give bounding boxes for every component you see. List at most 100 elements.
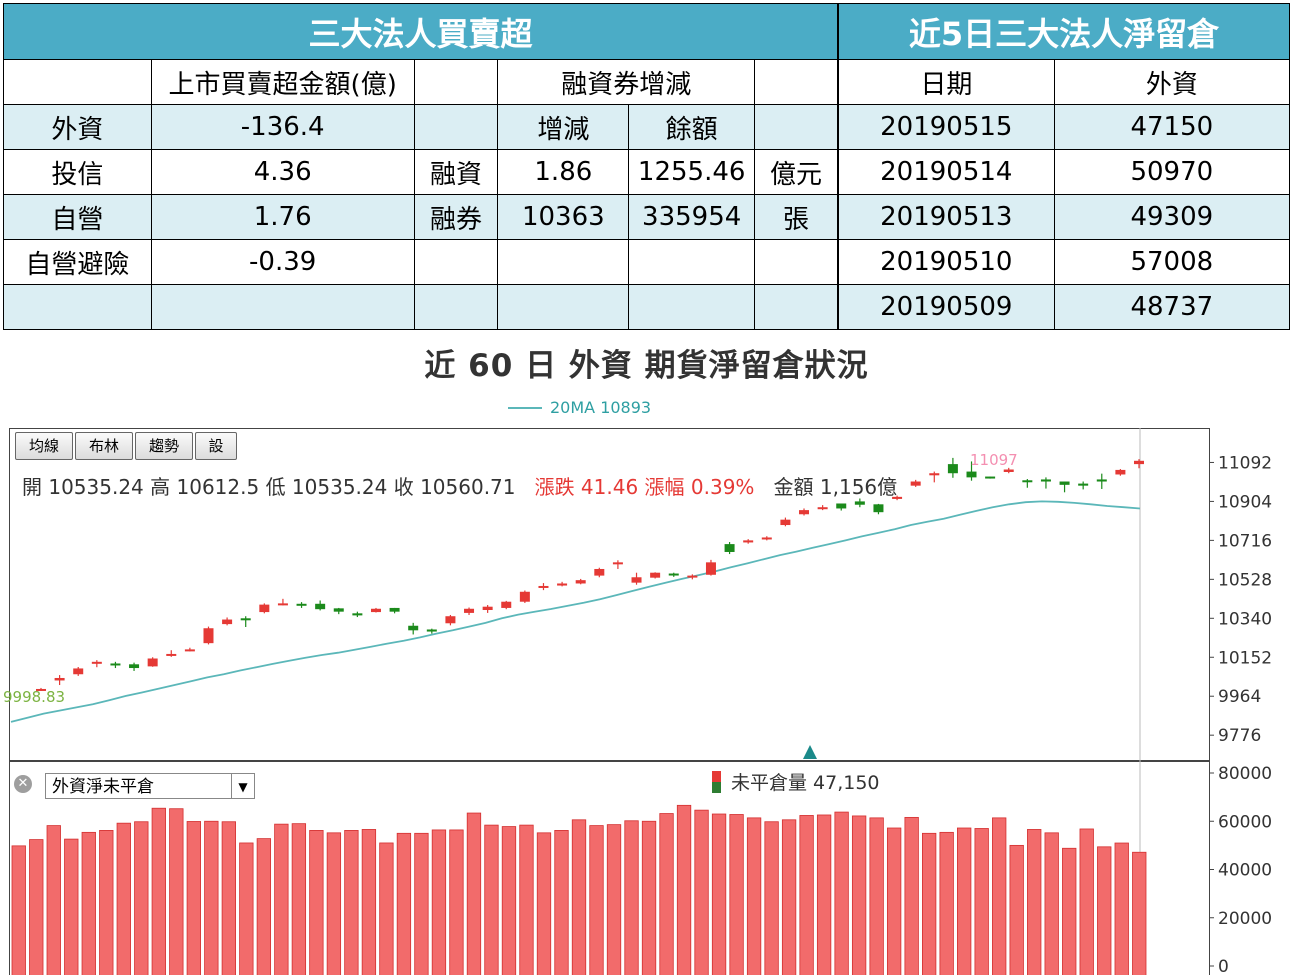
candle-body — [54, 677, 65, 681]
candle-body — [873, 504, 884, 513]
open-interest-bar — [764, 821, 779, 975]
open-interest-bar — [274, 823, 289, 975]
trade-amount: 金額 1,156億 — [773, 475, 898, 499]
row-label: 外資 — [3, 104, 152, 150]
row-label: 投信 — [3, 149, 152, 195]
open-interest-bar — [729, 814, 744, 975]
open-interest-bar — [641, 820, 657, 975]
value-cell: 50970 — [1053, 149, 1291, 195]
open-interest-bar — [1132, 851, 1147, 975]
candle-body — [1003, 469, 1014, 472]
price-axis-label: 9776 — [1218, 726, 1261, 746]
open-interest-bar — [1114, 842, 1129, 975]
ma-legend-label: 20MA 10893 — [550, 398, 652, 417]
candle-body — [1040, 479, 1051, 482]
candle-body — [333, 608, 344, 612]
amount-cell: 4.36 — [150, 149, 415, 195]
open-interest-bar — [449, 829, 464, 975]
date-cell: 20190510 — [838, 239, 1055, 285]
candle-body — [426, 629, 437, 632]
open-interest-bar — [992, 817, 1007, 975]
open-interest-bar — [64, 838, 79, 975]
balance-cell: 1255.46 — [628, 149, 756, 195]
open-interest-bar — [554, 830, 569, 975]
ohlc-values: 開 10535.24 高 10612.5 低 10535.24 收 10560.… — [22, 475, 516, 499]
indicator-select-value: 外資淨未平倉 — [52, 777, 154, 797]
open-interest-bar — [484, 824, 499, 975]
institutional-tables: 三大法人買賣超 上市買賣超金額(億) 融資券增減 外資 -136.4 增減 餘額… — [3, 3, 1291, 330]
candle-body — [203, 628, 214, 644]
column-header-date: 日期 — [838, 59, 1055, 105]
candle-body — [166, 653, 177, 656]
candle-body — [910, 481, 921, 486]
open-interest-bar — [99, 830, 114, 975]
date-cell: 20190515 — [838, 104, 1055, 150]
candle-body — [892, 496, 903, 499]
value-cell: 47150 — [1053, 104, 1291, 150]
candle-body — [110, 663, 121, 666]
date-cell: 20190514 — [838, 149, 1055, 195]
open-interest-bar — [974, 828, 989, 975]
open-interest-bar — [834, 811, 849, 975]
close-indicator-icon[interactable]: ✕ — [14, 775, 32, 793]
price-axis-label: 10528 — [1218, 570, 1272, 590]
candle-body — [575, 580, 586, 584]
price-axis-label: 10716 — [1218, 531, 1272, 551]
open-interest-bar — [1027, 829, 1042, 975]
indicator-select[interactable]: 外資淨未平倉 ▼ — [45, 773, 255, 799]
toolbar-settings-button[interactable]: 設 — [195, 432, 237, 460]
candle-body — [668, 573, 679, 576]
open-interest-bar — [1044, 832, 1059, 975]
candle-body — [1115, 469, 1126, 475]
candle-body — [129, 664, 140, 669]
candle-body — [370, 608, 381, 613]
open-interest-bar — [1097, 846, 1112, 975]
candle-body — [743, 540, 754, 543]
toolbar-ma-button[interactable]: 均線 — [15, 432, 73, 460]
open-interest-bar — [501, 826, 517, 975]
open-interest-bar — [204, 820, 219, 975]
open-interest-bar — [134, 821, 149, 975]
price-axis-label: 10904 — [1218, 492, 1272, 512]
open-interest-bar — [781, 819, 797, 975]
unit-cell: 億元 — [754, 149, 838, 195]
chart-panel: 11092 10904 10716 10528 10340 10152 9964 9776 8… — [9, 428, 1293, 975]
open-interest-bar — [344, 830, 359, 975]
open-interest-bar — [186, 821, 201, 975]
candle-body — [724, 544, 735, 552]
candle-body — [966, 471, 977, 478]
candle-body — [464, 608, 475, 613]
candle-body — [947, 464, 958, 474]
candle-body — [705, 562, 716, 575]
toolbar-trend-button[interactable]: 趨勢 — [135, 432, 193, 460]
candle-body — [1134, 460, 1144, 465]
candle-body — [296, 603, 307, 606]
candle-body — [147, 658, 158, 667]
open-interest-bar — [309, 830, 324, 975]
open-interest-label: 未平倉量 47,150 — [712, 768, 880, 795]
chevron-down-icon[interactable]: ▼ — [231, 774, 254, 798]
price-axis-label: 10152 — [1218, 648, 1272, 668]
candle-body — [817, 507, 828, 510]
candle-body — [854, 501, 865, 505]
value-cell: 49309 — [1053, 194, 1291, 240]
ohlc-readout: 開 10535.24 高 10612.5 低 10535.24 收 10560.… — [22, 471, 897, 500]
price-axis-label: 11092 — [1218, 453, 1272, 473]
chart-title: 近 60 日 外資 期貨淨留倉狀況 — [424, 348, 869, 384]
open-interest-bar — [46, 825, 61, 975]
candle-body — [408, 625, 419, 631]
candle-body — [222, 619, 233, 625]
open-interest-bar — [799, 815, 814, 975]
volume-axis-label: 0 — [1218, 957, 1229, 975]
open-interest-bar — [239, 842, 254, 975]
open-interest-bar — [536, 832, 552, 975]
volume-axis-label: 60000 — [1218, 812, 1272, 832]
candle-body — [761, 537, 772, 540]
open-interest-bar — [659, 813, 674, 975]
row-label: 自營 — [3, 194, 152, 240]
open-interest-bar — [379, 842, 394, 975]
ma20-line — [10, 500, 1141, 723]
candle-body — [277, 603, 288, 606]
candle-body — [519, 591, 530, 602]
toolbar-bollinger-button[interactable]: 布林 — [75, 432, 133, 460]
